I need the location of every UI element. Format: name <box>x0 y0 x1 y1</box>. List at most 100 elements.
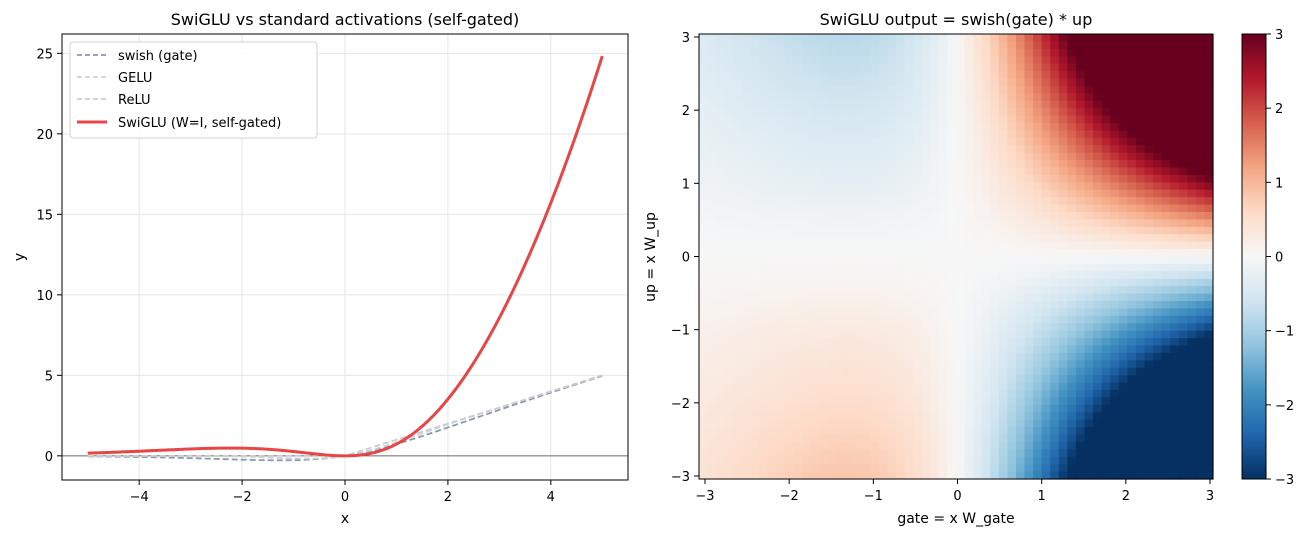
heatmap-cell <box>904 419 914 428</box>
heatmap-cell <box>947 93 957 102</box>
heatmap-cell <box>938 197 949 206</box>
heatmap-cell <box>767 197 777 206</box>
heatmap-cell <box>1118 434 1128 443</box>
heatmap-cell <box>887 182 897 191</box>
heatmap-cell <box>707 137 717 146</box>
heatmap-cell <box>1041 382 1051 391</box>
heatmap-cell <box>707 234 717 243</box>
colorbar-tick-label: −3 <box>1275 473 1294 488</box>
heatmap-cell <box>750 256 760 265</box>
heatmap-cell <box>1187 204 1197 213</box>
heatmap-cell <box>1144 330 1154 339</box>
heatmap-cell <box>1024 382 1034 391</box>
heatmap-cell <box>1110 256 1120 265</box>
heatmap-cell <box>776 63 786 72</box>
heatmap-cell <box>853 464 863 473</box>
heatmap-cell <box>793 286 803 295</box>
heatmap-cell <box>1118 323 1128 332</box>
heatmap-cell <box>784 115 794 124</box>
heatmap-cell <box>776 271 786 280</box>
heatmap-cell <box>741 78 751 87</box>
heatmap-cell <box>1127 152 1137 161</box>
heatmap-cell <box>810 241 820 250</box>
heatmap-cell <box>827 330 837 339</box>
heatmap-cell <box>827 271 837 280</box>
heatmap-cell <box>1118 34 1128 43</box>
heatmap-cell <box>1093 323 1103 332</box>
heatmap-cell <box>1033 182 1043 191</box>
heatmap-cell <box>1067 293 1077 302</box>
heatmap-cell <box>1187 315 1197 324</box>
heatmap-cell <box>1084 115 1094 124</box>
heatmap-cell <box>1033 412 1043 421</box>
heatmap-cell <box>1153 100 1163 109</box>
heatmap-cell <box>921 197 931 206</box>
heatmap-cell <box>1050 330 1060 339</box>
heatmap-cell <box>716 48 726 57</box>
heatmap-cell <box>1084 382 1094 391</box>
heatmap-cell <box>844 375 854 384</box>
heatmap-cell <box>1153 145 1163 154</box>
heatmap-cell <box>776 197 786 206</box>
heatmap-cell <box>844 137 854 146</box>
heatmap-cell <box>1170 226 1180 235</box>
heatmap-cell <box>1093 404 1103 413</box>
x-axis-label: x <box>341 511 349 527</box>
heatmap-cell <box>716 441 726 450</box>
heatmap-cell <box>1058 382 1068 391</box>
heatmap-cell <box>1041 63 1051 72</box>
heatmap-cell <box>733 174 743 183</box>
heatmap-cell <box>724 85 734 94</box>
heatmap-cell <box>1067 412 1077 421</box>
heatmap-cell <box>1024 249 1034 258</box>
heatmap-cell <box>793 449 803 458</box>
heatmap-cell <box>1033 108 1043 117</box>
heatmap-cell <box>784 48 794 57</box>
heatmap-cell <box>921 427 931 436</box>
heatmap-cell <box>1007 330 1017 339</box>
heatmap-cell <box>1084 204 1094 213</box>
heatmap-cell <box>964 441 974 450</box>
heatmap-cell <box>1007 115 1017 124</box>
heatmap-cell <box>784 123 794 132</box>
heatmap-cell <box>1127 390 1137 399</box>
heatmap-cell <box>716 85 726 94</box>
heatmap-cell <box>896 123 906 132</box>
heatmap-cell <box>758 197 769 206</box>
heatmap-cell <box>784 241 794 250</box>
heatmap-cell <box>1041 152 1051 161</box>
heatmap-cell <box>776 471 786 480</box>
heatmap-cell <box>1161 471 1171 480</box>
heatmap-cell <box>1015 167 1026 176</box>
heatmap-cell <box>716 308 726 317</box>
heatmap-cell <box>1195 130 1206 139</box>
heatmap-cell <box>1007 471 1017 480</box>
heatmap-cell <box>1084 189 1094 198</box>
heatmap-cell <box>1118 375 1128 384</box>
heatmap-cell <box>1195 145 1206 154</box>
heatmap-cell <box>1170 427 1180 436</box>
heatmap-cell <box>990 123 1000 132</box>
heatmap-cell <box>1170 204 1180 213</box>
heatmap-cell <box>913 434 923 443</box>
heatmap-cell <box>1058 360 1068 369</box>
heatmap-cell <box>904 345 914 354</box>
heatmap-cell <box>998 160 1008 169</box>
heatmap-cell <box>1178 108 1188 117</box>
heatmap-cell <box>861 167 871 176</box>
heatmap-cell <box>887 449 897 458</box>
heatmap-cell <box>1187 397 1197 406</box>
heatmap-cell <box>956 449 966 458</box>
heatmap-cell <box>793 85 803 94</box>
heatmap-cell <box>964 464 974 473</box>
heatmap-cell <box>853 345 863 354</box>
heatmap-cell <box>827 345 837 354</box>
heatmap-cell <box>1041 441 1051 450</box>
heatmap-cell <box>921 419 931 428</box>
heatmap-cell <box>956 419 966 428</box>
heatmap-cell <box>1161 367 1171 376</box>
heatmap-cell <box>1127 226 1137 235</box>
heatmap-cell <box>887 464 897 473</box>
heatmap-cell <box>896 226 906 235</box>
heatmap-cell <box>964 115 974 124</box>
